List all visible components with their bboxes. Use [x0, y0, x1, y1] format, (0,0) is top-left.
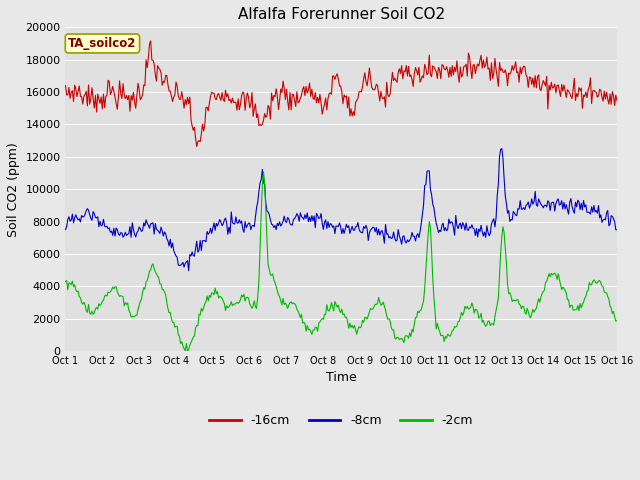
Title: Alfalfa Forerunner Soil CO2: Alfalfa Forerunner Soil CO2: [237, 7, 445, 22]
Legend: -16cm, -8cm, -2cm: -16cm, -8cm, -2cm: [204, 409, 478, 432]
X-axis label: Time: Time: [326, 372, 356, 384]
Text: TA_soilco2: TA_soilco2: [68, 37, 136, 50]
Y-axis label: Soil CO2 (ppm): Soil CO2 (ppm): [7, 142, 20, 237]
